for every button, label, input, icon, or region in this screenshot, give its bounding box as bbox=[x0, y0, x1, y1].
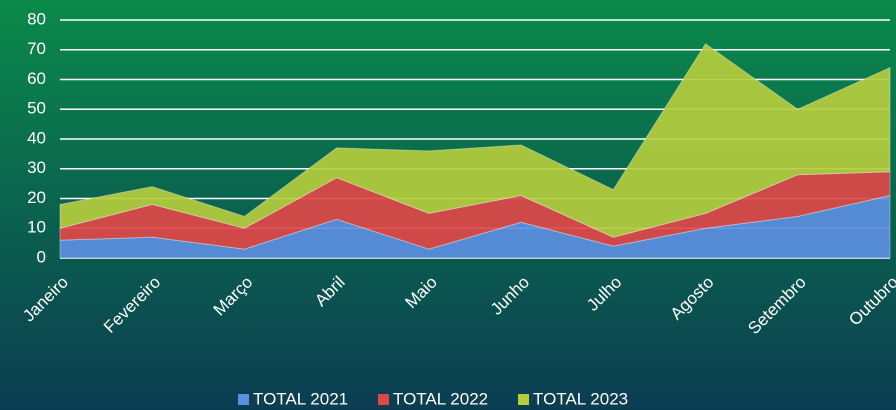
y-tick-label: 10 bbox=[27, 218, 46, 237]
y-tick-label: 0 bbox=[37, 247, 46, 266]
legend-marker bbox=[238, 394, 249, 405]
y-tick-label: 60 bbox=[27, 69, 46, 88]
y-tick-label: 40 bbox=[27, 128, 46, 147]
legend-label: TOTAL 2023 bbox=[533, 389, 628, 408]
y-tick-label: 20 bbox=[27, 188, 46, 207]
legend-label: TOTAL 2022 bbox=[393, 389, 488, 408]
legend-marker bbox=[378, 394, 389, 405]
legend-label: TOTAL 2021 bbox=[253, 389, 348, 408]
legend-marker bbox=[518, 394, 529, 405]
y-tick-label: 80 bbox=[27, 9, 46, 28]
y-tick-label: 70 bbox=[27, 39, 46, 58]
y-tick-label: 50 bbox=[27, 99, 46, 118]
area bbox=[59, 43, 891, 238]
y-tick-label: 30 bbox=[27, 158, 46, 177]
